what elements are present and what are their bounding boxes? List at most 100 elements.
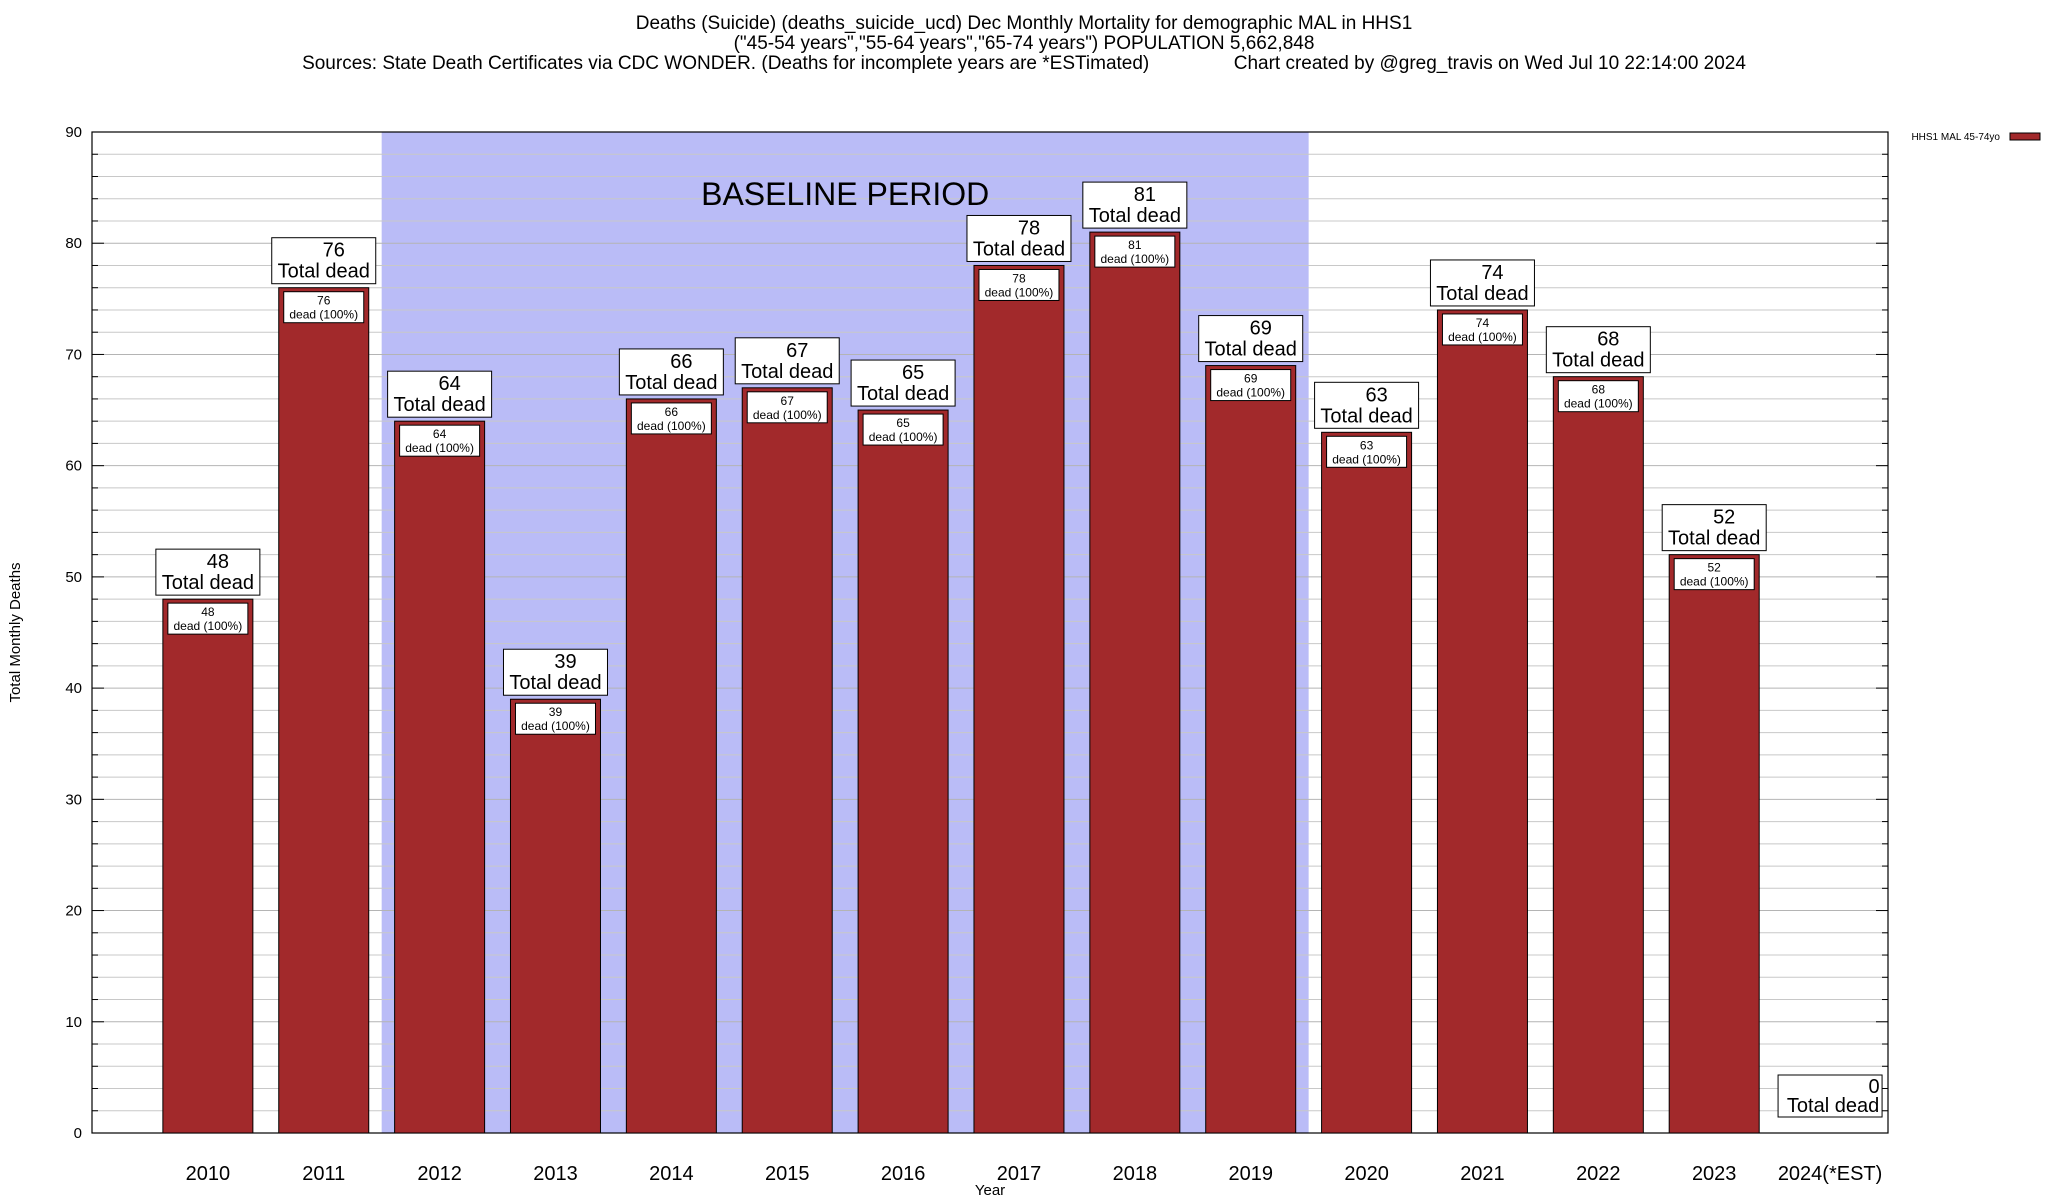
inner-label-box — [399, 424, 481, 457]
inner-label-text: dead (100%) — [1332, 452, 1401, 466]
y-axis-title: Total Monthly Deaths — [7, 562, 24, 702]
inner-label-value: 78 — [1012, 271, 1026, 285]
top-label-text: Total dead — [857, 383, 949, 405]
inner-label-value: 67 — [781, 394, 795, 408]
top-label-text: Total dead — [1320, 405, 1412, 427]
inner-label-text: dead (100%) — [405, 441, 474, 455]
x-tick-label: 2014 — [649, 1163, 694, 1185]
inner-label-value: 74 — [1476, 316, 1490, 330]
x-tick-label: 2024(*EST) — [1778, 1163, 1883, 1185]
inner-label-box — [1094, 235, 1176, 268]
x-axis-title: Year — [975, 1182, 1005, 1199]
inner-label-value: 81 — [1128, 238, 1142, 252]
bar — [1436, 309, 1528, 1134]
top-label-box — [618, 348, 724, 396]
top-label-box — [271, 237, 377, 285]
inner-label-box — [514, 702, 596, 735]
inner-label-value: 69 — [1244, 372, 1258, 386]
inner-label-box — [630, 402, 712, 435]
top-label-box — [502, 648, 608, 696]
top-label-text: Total dead — [625, 372, 717, 394]
bar — [509, 698, 601, 1134]
top-label-box — [1661, 504, 1767, 552]
top-label-value: 65 — [902, 362, 924, 384]
bar — [857, 409, 949, 1134]
top-label-value: 81 — [1134, 184, 1156, 206]
x-tick-label: 2018 — [1113, 1163, 1158, 1185]
x-tick-label: 2013 — [533, 1163, 578, 1185]
inner-label-box — [1210, 369, 1292, 402]
top-label-box — [1314, 381, 1420, 429]
chart-title-line-1: Deaths (Suicide) (deaths_suicide_ucd) De… — [635, 13, 1413, 34]
inner-label-box — [1673, 558, 1755, 591]
y-tick-label: 20 — [65, 903, 82, 920]
x-tick-label: 2016 — [881, 1163, 926, 1185]
chart-title-line-2: ("45-54 years","55-64 years","65-74 year… — [733, 33, 1315, 54]
top-label-box — [1545, 326, 1651, 374]
inner-label-text: dead (100%) — [1680, 575, 1749, 589]
x-tick-label: 2022 — [1576, 1163, 1621, 1185]
inner-label-text: dead (100%) — [289, 308, 358, 322]
bar — [625, 398, 717, 1134]
top-label-text: Total dead — [1205, 339, 1297, 361]
baseline-label: BASELINE PERIOD — [701, 176, 989, 212]
top-label-box — [1082, 181, 1188, 229]
top-label-box — [1777, 1074, 1883, 1118]
inner-label-value: 52 — [1708, 561, 1722, 575]
inner-label-text: dead (100%) — [521, 719, 590, 733]
top-label-value: 69 — [1250, 318, 1272, 340]
inner-label-value: 66 — [665, 405, 679, 419]
inner-label-value: 48 — [201, 605, 215, 619]
inner-label-value: 68 — [1592, 383, 1606, 397]
bar — [162, 598, 254, 1134]
inner-label-text: dead (100%) — [753, 408, 822, 422]
x-tick-label: 2012 — [417, 1163, 462, 1185]
inner-label-text: dead (100%) — [869, 430, 938, 444]
bar — [1089, 231, 1181, 1134]
inner-label-value: 63 — [1360, 438, 1374, 452]
inner-label-text: dead (100%) — [1564, 397, 1633, 411]
bar — [1205, 365, 1297, 1134]
top-label-box — [966, 214, 1072, 262]
top-label-value: 68 — [1597, 329, 1619, 351]
top-label-text: Total dead — [1436, 283, 1528, 305]
inner-label-value: 39 — [549, 705, 563, 719]
x-tick-label: 2010 — [186, 1163, 231, 1185]
x-tick-label: 2019 — [1228, 1163, 1273, 1185]
inner-label-box — [167, 602, 249, 635]
inner-label-box — [283, 291, 365, 324]
inner-label-box — [978, 268, 1060, 301]
top-label-text: Total dead — [509, 672, 601, 694]
top-label-text: Total dead — [973, 238, 1065, 260]
x-tick-label: 2015 — [765, 1163, 810, 1185]
top-label-text: Total dead — [741, 361, 833, 383]
top-label-value: 52 — [1713, 507, 1735, 529]
top-label-text: Total dead — [1668, 528, 1760, 550]
top-label-text: Total dead — [1787, 1095, 1879, 1117]
bar — [1668, 554, 1760, 1134]
top-label-value: 67 — [786, 340, 808, 362]
bar — [278, 287, 370, 1134]
chart-credit: Chart created by @greg_travis on Wed Jul… — [1233, 53, 1746, 74]
top-label-value: 0 — [1869, 1076, 1880, 1098]
chart-sources: Sources: State Death Certificates via CD… — [302, 53, 1150, 74]
y-tick-label: 70 — [65, 346, 82, 363]
inner-label-box — [1557, 380, 1639, 413]
bar — [741, 387, 833, 1134]
inner-label-box — [1441, 313, 1523, 346]
bar — [973, 264, 1065, 1134]
y-tick-label: 0 — [74, 1125, 82, 1142]
inner-label-text: dead (100%) — [1448, 330, 1517, 344]
top-label-box — [155, 548, 261, 596]
y-tick-label: 80 — [65, 235, 82, 252]
top-label-value: 74 — [1481, 262, 1503, 284]
top-label-text: Total dead — [278, 261, 370, 283]
top-label-text: Total dead — [1089, 205, 1181, 227]
top-label-value: 76 — [323, 240, 345, 262]
inner-label-text: dead (100%) — [174, 619, 243, 633]
inner-label-box — [862, 413, 944, 446]
y-tick-label: 50 — [65, 569, 82, 586]
y-tick-label: 60 — [65, 458, 82, 475]
inner-label-text: dead (100%) — [1216, 386, 1285, 400]
inner-label-text: dead (100%) — [1100, 252, 1169, 266]
